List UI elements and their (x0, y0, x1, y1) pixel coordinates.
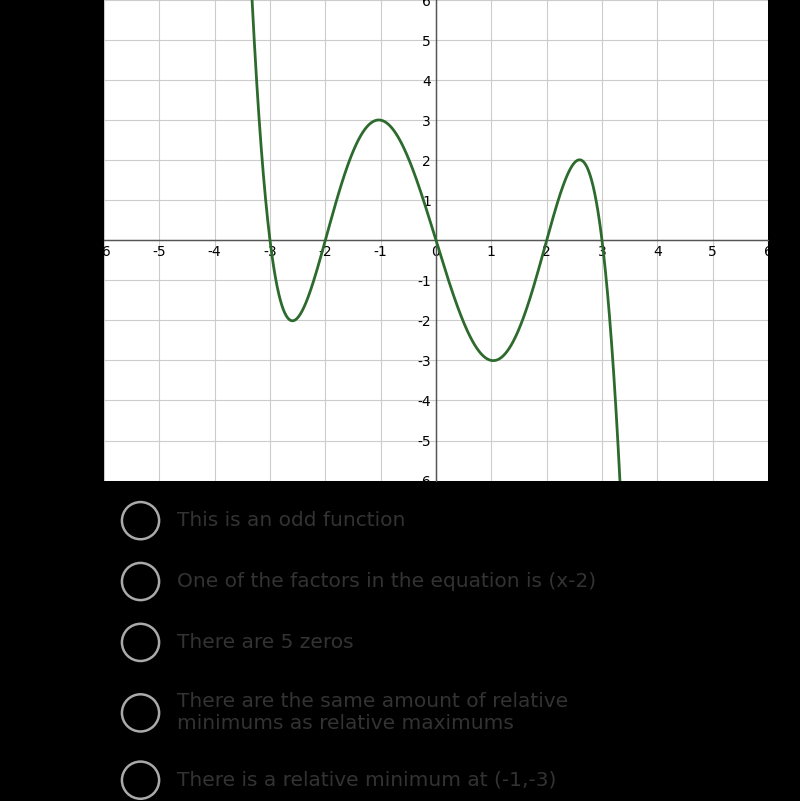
Text: There is a relative minimum at (-1,-3): There is a relative minimum at (-1,-3) (177, 771, 557, 790)
Text: One of the factors in the equation is (x-2): One of the factors in the equation is (x… (177, 572, 596, 591)
Text: There are the same amount of relative
minimums as relative maximums: There are the same amount of relative mi… (177, 692, 568, 734)
Text: There are 5 zeros: There are 5 zeros (177, 633, 354, 652)
Text: This is an odd function: This is an odd function (177, 511, 406, 530)
